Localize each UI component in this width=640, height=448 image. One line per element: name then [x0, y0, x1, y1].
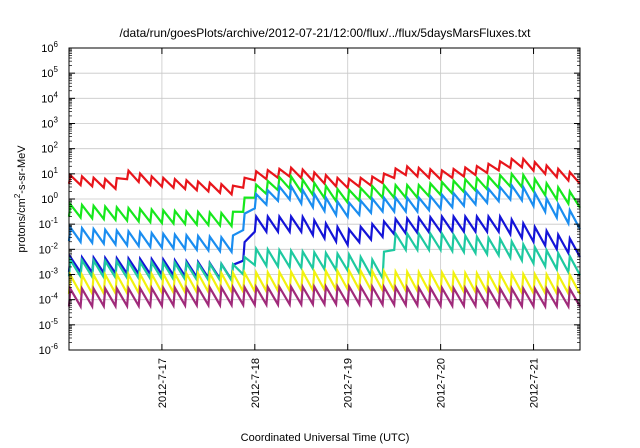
y-tick-exponent: -6: [51, 342, 59, 351]
y-axis-label: protons/cm2-s-sr-MeV: [13, 145, 28, 253]
y-tick-exponent: -2: [51, 241, 59, 250]
y-tick-label: 10-2: [39, 241, 59, 256]
y-tick-base: 10: [41, 194, 53, 206]
y-tick-base: 10: [41, 93, 53, 105]
y-tick-exponent: 4: [54, 90, 59, 99]
y-tick-exponent: 3: [54, 116, 59, 125]
x-tick-label: 2012-7-18: [250, 358, 262, 408]
y-tick-base: 10: [39, 295, 51, 307]
y-tick-label: 10-1: [39, 216, 59, 231]
x-tick-label: 2012-7-17: [157, 358, 169, 408]
series-line-6: [67, 282, 581, 311]
y-tick-exponent: -3: [51, 267, 59, 276]
series-line-1: [67, 171, 581, 229]
y-tick-base: 10: [41, 43, 53, 55]
y-tick-label: 10-6: [39, 342, 59, 357]
y-tick-exponent: 6: [54, 40, 59, 49]
series-line-2: [67, 182, 581, 255]
y-tick-exponent: -1: [51, 216, 59, 225]
y-tick-base: 10: [39, 270, 51, 282]
y-tick-exponent: 5: [54, 65, 59, 74]
x-tick-labels: 2012-7-17 2012-7-18 2012-7-19 2012-7-20 2012…: [157, 358, 541, 408]
y-tick-exponent: 2: [54, 141, 59, 150]
y-tick-label: 105: [41, 65, 58, 80]
y-tick-base: 10: [41, 68, 53, 80]
series-line-0: [67, 156, 581, 197]
ticks: [69, 47, 580, 351]
y-tick-labels: 10-610-510-410-310-210-11001011021031041…: [39, 40, 59, 357]
y-tick-label: 102: [41, 141, 58, 156]
y-tick-base: 10: [39, 345, 51, 357]
y-tick-base: 10: [41, 119, 53, 131]
y-tick-exponent: -5: [51, 317, 59, 326]
y-tick-label: 106: [41, 40, 58, 55]
x-axis-label: Coordinated Universal Time (UTC): [241, 432, 410, 444]
series-line-4: [67, 230, 581, 285]
y-tick-base: 10: [39, 244, 51, 256]
x-tick-label: 2012-7-19: [343, 358, 355, 408]
y-tick-base: 10: [39, 320, 51, 332]
x-tick-label: 2012-7-21: [529, 358, 541, 408]
y-tick-label: 104: [41, 90, 58, 105]
y-tick-exponent: -4: [51, 292, 59, 301]
series-group: [67, 156, 581, 311]
y-tick-base: 10: [41, 144, 53, 156]
y-tick-base: 10: [41, 169, 53, 181]
y-tick-base: 10: [39, 219, 51, 231]
y-tick-label: 103: [41, 116, 58, 131]
y-tick-label: 100: [41, 191, 58, 206]
y-tick-exponent: 1: [54, 166, 59, 175]
chart-title: /data/run/goesPlots/archive/2012-07-21/1…: [120, 26, 532, 40]
x-tick-label: 2012-7-20: [436, 358, 448, 408]
y-tick-label: 10-5: [39, 317, 59, 332]
series-line-5: [67, 266, 581, 298]
y-tick-exponent: 0: [54, 191, 59, 200]
y-tick-label: 101: [41, 166, 58, 181]
y-tick-label: 10-3: [39, 267, 59, 282]
y-tick-label: 10-4: [39, 292, 59, 307]
